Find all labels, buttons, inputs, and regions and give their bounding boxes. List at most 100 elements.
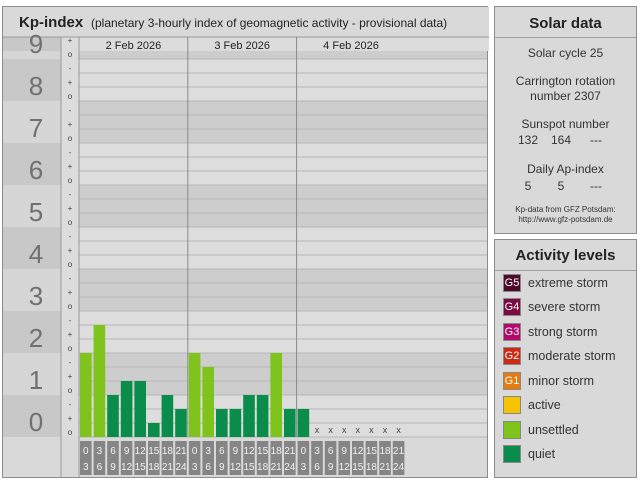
date-strip	[61, 37, 489, 51]
ap-value-day2: 5	[557, 179, 565, 193]
day-label-1: 3 Feb 2026	[214, 40, 270, 52]
time-bin-end-2-6: 21	[379, 462, 391, 473]
y-band-marks-8	[61, 59, 79, 101]
time-bin-end-0-5: 18	[148, 462, 160, 473]
time-bin-start-2-0: 0	[301, 446, 307, 457]
y-band-marks-4	[61, 227, 79, 269]
y-band-marks-1	[61, 353, 79, 395]
kp-index-panel: 0 1 2 3 4 5 6 7 8 9 o + - o + - o + - o + - o + - o + - o + - o + - o + - o + -…	[2, 6, 489, 478]
y-label-8: 8	[29, 71, 43, 101]
sunspot-value-day2: 164	[550, 133, 572, 147]
y-minor-mark-7-2: -	[69, 106, 72, 115]
sunspot-value-day1: 132	[517, 133, 539, 147]
y-minor-mark-7-1: +	[68, 120, 73, 129]
y-band-label-2	[3, 311, 61, 353]
missing-mark-2-3: x	[342, 425, 347, 435]
kp-chart: 0123456789o+-o+-o+-o+-o+-o+-o+-o+-o+-o+-…	[3, 7, 489, 477]
activity-title: Activity levels	[515, 247, 616, 264]
y-minor-mark-0-1: +	[68, 414, 73, 423]
ap-label: Daily Ap-index	[527, 162, 604, 176]
time-bin-2-6	[379, 441, 391, 475]
day-label-2: 4 Feb 2026	[323, 40, 379, 52]
y-minor-mark-0-0: o	[68, 428, 73, 437]
header-background	[3, 7, 489, 37]
kp-bar-2-0	[297, 408, 310, 437]
plot-band-6	[79, 143, 487, 185]
y-label-0: 0	[29, 407, 43, 437]
sunspot-value-day3: ---	[590, 133, 602, 147]
y-label-2: 2	[29, 323, 43, 353]
missing-mark-2-2: x	[328, 425, 333, 435]
y-minor-mark-4-0: o	[68, 260, 73, 269]
kp-bar-1-2	[216, 408, 228, 437]
y-label-5: 5	[29, 197, 43, 227]
g5-label: extreme storm	[528, 276, 608, 290]
kp-title: Kp-index	[19, 14, 84, 31]
time-bin-end-1-7: 24	[284, 462, 296, 473]
time-bin-start-0-6: 18	[162, 446, 174, 457]
kp-bar-0-2	[107, 395, 119, 437]
activity-header: Activity levels	[495, 240, 636, 271]
data-source-line1: Kp-data from GFZ Potsdam:	[515, 205, 616, 214]
time-bin-start-1-2: 6	[219, 446, 225, 457]
time-bin-start-1-5: 15	[257, 446, 269, 457]
kp-subtitle: (planetary 3-hourly index of geomagnetic…	[91, 16, 448, 30]
time-bin-start-1-0: 0	[192, 446, 198, 457]
y-minor-mark-1-2: -	[69, 358, 72, 367]
time-bin-0-4	[134, 441, 146, 475]
y-minor-mark-2-1: +	[68, 330, 73, 339]
kp-bar-1-6	[270, 353, 282, 437]
solar-data-panel: Solar data Solar cycle 25 Carrington rot…	[494, 6, 637, 234]
carrington-line2: number 2307	[530, 89, 601, 103]
carrington-line1: Carrington rotation	[515, 74, 616, 88]
time-bin-end-1-1: 6	[205, 462, 211, 473]
kp-bar-0-5	[148, 423, 160, 437]
solar-header: Solar data	[495, 7, 636, 38]
plot-band-0	[79, 395, 487, 437]
plot-band-7	[79, 101, 487, 143]
time-bin-end-0-2: 9	[110, 462, 116, 473]
time-bin-end-2-1: 6	[314, 462, 320, 473]
y-band-label-5	[3, 185, 61, 227]
solar-cycle: Solar cycle 25	[527, 46, 604, 60]
data-source-note: Kp-data from GFZ Potsdam: http://www.gfz…	[495, 205, 636, 225]
kp-bar-0-6	[161, 395, 174, 437]
time-bin-start-2-4: 12	[352, 446, 364, 457]
time-bin-start-1-3: 9	[233, 446, 239, 457]
y-minor-mark-2-0: o	[68, 344, 73, 353]
unsettled-label: unsettled	[528, 423, 579, 437]
time-bin-1-1	[202, 441, 214, 475]
y-minor-mark-2-2: -	[69, 316, 72, 325]
plot-band-8	[79, 59, 487, 101]
time-bin-2-5	[365, 441, 378, 475]
y-minor-mark-9-0: o	[68, 50, 73, 59]
time-bin-0-7	[175, 441, 187, 475]
y-minor-mark-8-2: -	[69, 64, 72, 73]
time-bin-start-2-1: 3	[314, 446, 320, 457]
kp-header: Kp-index (planetary 3-hourly index of ge…	[3, 7, 487, 37]
time-bin-0-1	[93, 441, 106, 475]
g3-label: strong storm	[528, 325, 598, 339]
time-bin-start-0-4: 12	[135, 446, 147, 457]
plot-band-3	[79, 269, 487, 311]
y-band-label-8	[3, 59, 61, 101]
y-band-marks-3	[61, 269, 79, 311]
y-minor-mark-5-2: -	[69, 190, 72, 199]
missing-mark-2-1: x	[315, 425, 320, 435]
time-bin-start-0-1: 3	[97, 446, 103, 457]
time-bin-end-2-4: 15	[352, 462, 364, 473]
unsettled-swatch	[503, 421, 521, 439]
missing-mark-2-5: x	[369, 425, 374, 435]
kp-bar-1-7	[284, 408, 296, 437]
missing-mark-2-7: x	[396, 425, 401, 435]
plot-band-2	[79, 311, 487, 353]
y-band-label-6	[3, 143, 61, 185]
solar-title: Solar data	[529, 15, 602, 32]
g4-swatch: G4	[503, 298, 521, 316]
kp-bar-0-7	[175, 408, 187, 437]
time-bin-1-5	[256, 441, 269, 475]
time-bin-start-0-7: 21	[175, 446, 187, 457]
time-bin-start-2-7: 21	[393, 446, 405, 457]
time-bin-end-0-7: 24	[175, 462, 187, 473]
time-bin-end-2-5: 18	[366, 462, 378, 473]
